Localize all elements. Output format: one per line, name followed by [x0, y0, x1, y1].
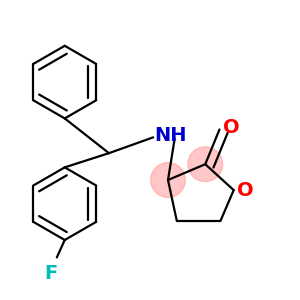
Circle shape: [188, 147, 223, 182]
Text: NH: NH: [154, 126, 187, 145]
Circle shape: [151, 163, 185, 197]
Text: O: O: [223, 118, 239, 137]
Text: F: F: [44, 264, 57, 283]
Text: O: O: [238, 181, 254, 200]
